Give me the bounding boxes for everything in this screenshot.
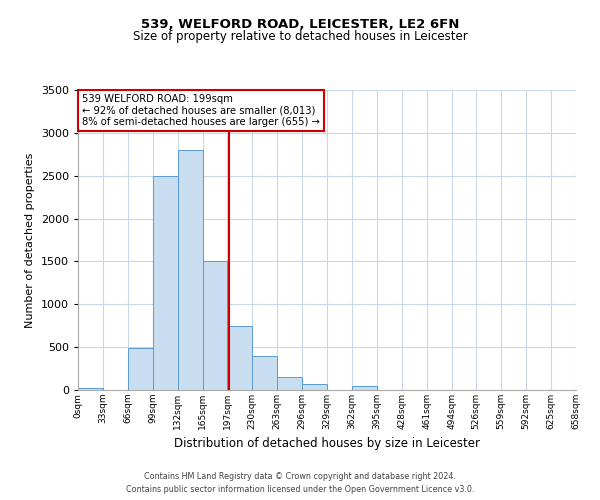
Y-axis label: Number of detached properties: Number of detached properties bbox=[25, 152, 35, 328]
Text: 539, WELFORD ROAD, LEICESTER, LE2 6FN: 539, WELFORD ROAD, LEICESTER, LE2 6FN bbox=[141, 18, 459, 30]
Bar bbox=[277, 377, 302, 390]
Bar bbox=[352, 386, 377, 390]
Bar bbox=[178, 150, 203, 390]
Bar bbox=[302, 384, 327, 390]
Text: Contains HM Land Registry data © Crown copyright and database right 2024.
Contai: Contains HM Land Registry data © Crown c… bbox=[126, 472, 474, 494]
Bar bbox=[252, 356, 277, 390]
Bar bbox=[227, 326, 252, 390]
X-axis label: Distribution of detached houses by size in Leicester: Distribution of detached houses by size … bbox=[174, 438, 480, 450]
Bar bbox=[203, 262, 227, 390]
Bar bbox=[153, 176, 178, 390]
Bar bbox=[128, 348, 153, 390]
Bar bbox=[78, 388, 103, 390]
Text: 539 WELFORD ROAD: 199sqm
← 92% of detached houses are smaller (8,013)
8% of semi: 539 WELFORD ROAD: 199sqm ← 92% of detach… bbox=[82, 94, 320, 128]
Text: Size of property relative to detached houses in Leicester: Size of property relative to detached ho… bbox=[133, 30, 467, 43]
